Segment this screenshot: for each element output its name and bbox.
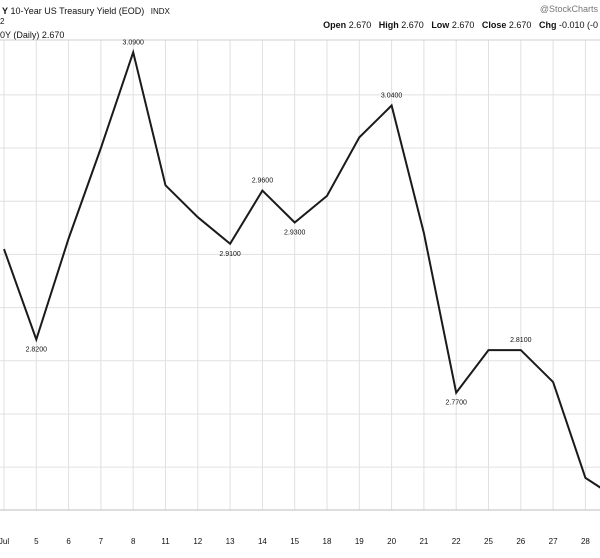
x-tick-label: 22 <box>452 537 461 546</box>
open-value: 2.670 <box>348 20 372 30</box>
x-tick-label: 26 <box>516 537 525 546</box>
point-label: 3.0900 <box>122 39 144 46</box>
point-label: 2.9100 <box>219 251 241 258</box>
chart-header: Y 10-Year US Treasury Yield (EOD) INDX 2… <box>0 0 600 40</box>
x-tick-labels: Jul5678111213141518192021222526272829 <box>0 537 590 546</box>
point-label: 2.9600 <box>252 178 274 185</box>
stockcharts-logo: @StockCharts <box>539 4 598 14</box>
high-value: 2.670 <box>401 20 424 30</box>
x-tick-label: 20 <box>387 537 396 546</box>
x-tick-label: 8 <box>131 537 136 546</box>
chg-label: Chg <box>538 20 557 30</box>
symbol-fragment: Y <box>2 6 9 16</box>
close-label: Close <box>481 20 507 30</box>
x-tick-label: 7 <box>99 537 104 546</box>
header-subline: 2 <box>0 17 5 26</box>
open-label: Open <box>323 20 347 30</box>
chart-title-line: Y 10-Year US Treasury Yield (EOD) INDX <box>2 6 170 16</box>
x-tick-label: 5 <box>34 537 39 546</box>
point-label: 2.8100 <box>510 337 532 344</box>
high-label: High <box>378 20 399 30</box>
indicator-legend: 0Y (Daily) 2.670 <box>0 30 65 40</box>
point-label: 3.0400 <box>381 93 403 100</box>
point-label: 2.8200 <box>26 347 48 354</box>
x-tick-label: 27 <box>549 537 558 546</box>
x-tick-label: 11 <box>161 537 170 546</box>
x-tick-label: 25 <box>484 537 493 546</box>
ohlc-readout: Open 2.670 High 2.670 Low 2.670 Close 2.… <box>323 20 598 30</box>
x-tick-label: Jul <box>0 537 9 546</box>
x-tick-label: 18 <box>323 537 332 546</box>
x-tick-label: 14 <box>258 537 267 546</box>
low-label: Low <box>431 20 450 30</box>
point-label: 2.7700 <box>445 400 467 407</box>
x-tick-label: 13 <box>226 537 235 546</box>
series-group <box>3 48 600 489</box>
x-tick-label: 12 <box>193 537 202 546</box>
point-label: 2.9300 <box>284 230 306 237</box>
x-tick-label: 28 <box>581 537 590 546</box>
x-tick-label: 21 <box>419 537 428 546</box>
exchange-label: INDX <box>150 7 170 16</box>
x-tick-label: 15 <box>290 537 299 546</box>
series-line <box>3 48 600 489</box>
chart-title: 10-Year US Treasury Yield (EOD) <box>10 6 145 16</box>
x-tick-label: 6 <box>66 537 71 546</box>
close-value: 2.670 <box>508 20 532 30</box>
point-labels: 2.8200 3.0900 2.9100 2.9600 2.9300 3.0400 2.77… <box>26 39 532 406</box>
x-tick-label: 19 <box>355 537 364 546</box>
low-value: 2.670 <box>451 20 475 30</box>
gridlines <box>0 40 600 510</box>
chg-value: -0.010 (-0 <box>558 20 598 30</box>
